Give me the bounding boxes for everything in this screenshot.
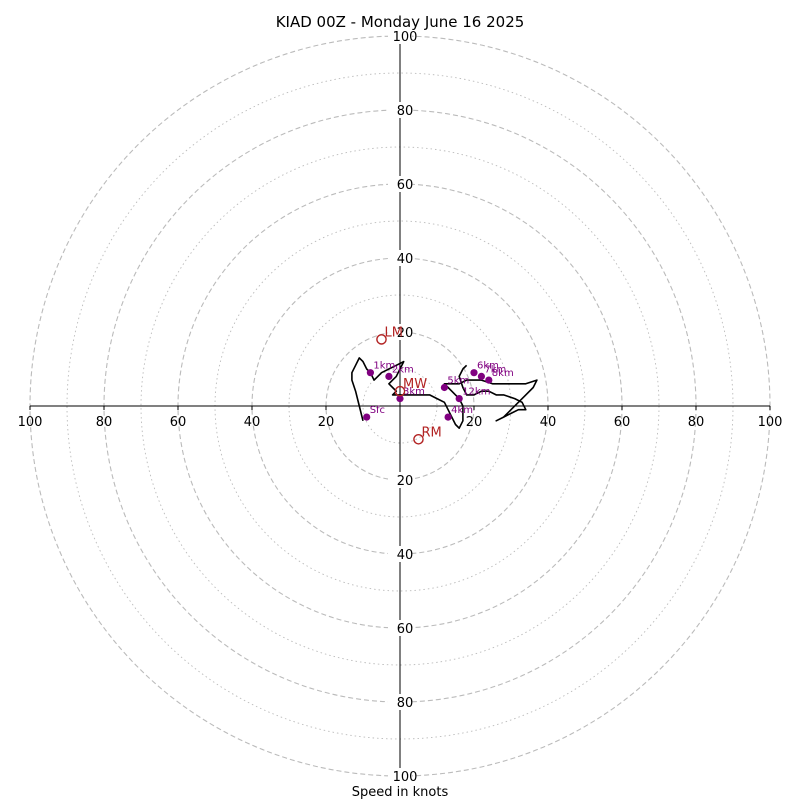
level-label-5km: 5km xyxy=(447,376,469,387)
level-marker-5km xyxy=(440,383,448,392)
level-marker-7km xyxy=(477,372,485,380)
storm-motion-label-rm: RM xyxy=(422,425,442,440)
storm-motion-label-mw: MW xyxy=(403,377,427,392)
y-tick-label: 60 xyxy=(397,622,414,637)
level-label-12km: 12km xyxy=(462,387,490,398)
level-marker-6km xyxy=(470,369,478,377)
level-label-4km: 4km xyxy=(451,405,473,416)
storm-motion-markers: LM MW RM xyxy=(376,325,442,445)
level-marker-4km xyxy=(444,413,452,421)
level-label-2km: 2km xyxy=(392,364,414,375)
x-tick-label: 80 xyxy=(96,415,113,430)
wind-trace-line xyxy=(351,357,538,429)
y-tick-label: 80 xyxy=(397,696,414,711)
axes xyxy=(30,36,770,776)
level-label-8km: 8km xyxy=(492,368,514,379)
tick-labels: 100 80 60 40 20 20 40 60 80 100 100 80 60 40 20 20 40 60 8… xyxy=(18,28,783,785)
chart-title: KIAD 00Z - Monday June 16 2025 xyxy=(276,13,525,31)
x-tick-label: 40 xyxy=(244,415,261,430)
y-tick-label-bg xyxy=(388,546,412,562)
x-tick-label: 40 xyxy=(540,415,557,430)
storm-motion-label-lm: LM xyxy=(385,325,403,340)
level-marker-1km xyxy=(366,369,374,377)
y-tick-label-bg xyxy=(388,176,412,192)
level-label-6km: 6km xyxy=(477,361,499,372)
x-tick-label: 60 xyxy=(614,415,631,430)
y-tick-label-bg xyxy=(388,28,412,44)
level-label-3km: 3km xyxy=(403,387,425,398)
level-label-1km: 1km xyxy=(373,361,395,372)
hodograph-trace xyxy=(351,357,538,429)
x-tick-label: 100 xyxy=(18,415,43,430)
y-tick-label: 20 xyxy=(397,326,414,341)
level-marker-3km xyxy=(396,395,404,403)
y-tick-label-bg xyxy=(388,102,412,118)
level-label-7km: 7km xyxy=(484,364,506,375)
x-tick-label: 20 xyxy=(318,415,335,430)
y-tick-label: 40 xyxy=(397,252,414,267)
y-tick-label-bg xyxy=(388,620,412,636)
x-tick-label: 20 xyxy=(466,415,483,430)
storm-motion-marker-lm xyxy=(376,334,387,345)
x-tick-label: 80 xyxy=(688,415,705,430)
storm-motion-marker-rm xyxy=(413,433,424,445)
y-tick-label: 20 xyxy=(397,474,414,489)
y-tick-label: 100 xyxy=(393,30,418,45)
y-tick-label: 100 xyxy=(393,770,418,785)
level-marker-8km xyxy=(485,376,493,384)
x-tick-label: 60 xyxy=(170,415,187,430)
y-tick-label-bg xyxy=(388,324,412,340)
y-tick-label: 80 xyxy=(397,104,414,119)
y-tick-label-bg xyxy=(388,694,412,710)
y-tick-label-bg xyxy=(388,250,412,266)
level-marker-sfc xyxy=(363,413,371,421)
y-tick-label-bg xyxy=(388,768,412,784)
y-tick-label: 60 xyxy=(397,178,414,193)
level-marker-2km xyxy=(385,372,393,380)
level-marker-12km xyxy=(455,395,463,403)
y-tick-label: 40 xyxy=(397,548,414,563)
y-tick-label-bg xyxy=(388,472,412,488)
storm-motion-marker-mw xyxy=(394,385,406,397)
x-tick-label: 100 xyxy=(758,415,783,430)
level-label-sfc: Sfc xyxy=(370,405,385,416)
x-axis-label: Speed in knots xyxy=(352,785,449,800)
